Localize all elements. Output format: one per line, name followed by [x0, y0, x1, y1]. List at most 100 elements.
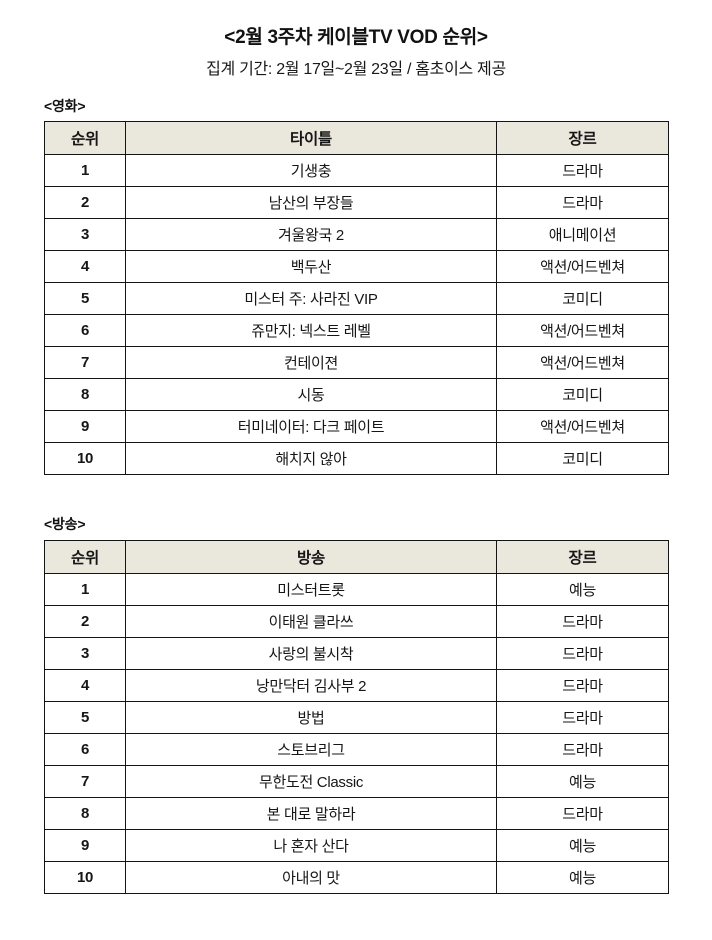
- cell-rank: 7: [44, 346, 126, 380]
- cell-rank: 2: [44, 186, 126, 220]
- cell-rank: 1: [44, 154, 126, 188]
- cell-rank: 9: [44, 828, 126, 862]
- cell-title: 나 혼자 산다: [125, 828, 497, 862]
- table-row: 8 시동 코미디: [44, 378, 669, 412]
- cell-rank: 5: [44, 282, 126, 316]
- cell-title: 백두산: [125, 250, 497, 284]
- cell-title: 겨울왕국 2: [125, 218, 497, 252]
- section-label-movie: <영화>: [44, 97, 86, 114]
- cell-title: 미스터트롯: [125, 572, 497, 606]
- cell-title: 이태원 클라쓰: [125, 604, 497, 638]
- cell-title: 아내의 맛: [125, 860, 497, 894]
- cell-genre: 액션/어드벤쳐: [496, 250, 669, 284]
- table-row: 2 남산의 부장들 드라마: [44, 186, 669, 220]
- cell-rank: 3: [44, 218, 126, 252]
- table-row: 10 해치지 않아 코미디: [44, 442, 669, 476]
- cell-genre: 코미디: [496, 378, 669, 412]
- cell-genre: 드라마: [496, 604, 669, 638]
- table-row: 1 기생충 드라마: [44, 154, 669, 188]
- section-broadcast: <방송> 순위 방송 장르 1 미스터트롯 예능: [0, 516, 712, 894]
- cell-rank: 7: [44, 764, 126, 798]
- cell-title: 쥬만지: 넥스트 레벨: [125, 314, 497, 348]
- table-row: 7 컨테이젼 액션/어드벤쳐: [44, 346, 669, 380]
- cell-genre: 코미디: [496, 442, 669, 476]
- table-row: 1 미스터트롯 예능: [44, 572, 669, 606]
- cell-title: 방법: [125, 700, 497, 734]
- cell-genre: 드라마: [496, 154, 669, 188]
- broadcast-table-body: 1 미스터트롯 예능 2 이태원 클라쓰 드라마 3 사랑의 불시착 드라마 4…: [44, 572, 669, 894]
- column-header-rank: 순위: [44, 121, 126, 156]
- table-row: 3 사랑의 불시착 드라마: [44, 636, 669, 670]
- cell-rank: 10: [44, 442, 126, 476]
- cell-rank: 9: [44, 410, 126, 444]
- cell-rank: 10: [44, 860, 126, 894]
- cell-rank: 6: [44, 314, 126, 348]
- cell-genre: 예능: [496, 860, 669, 894]
- cell-genre: 액션/어드벤쳐: [496, 346, 669, 380]
- movie-ranking-table: 순위 타이틀 장르 1 기생충 드라마 2 남산의 부장들 드라마 3: [44, 121, 669, 476]
- table-row: 9 나 혼자 산다 예능: [44, 828, 669, 862]
- table-row: 7 무한도전 Classic 예능: [44, 764, 669, 798]
- cell-title: 미스터 주: 사라진 VIP: [125, 282, 497, 316]
- movie-table-body: 1 기생충 드라마 2 남산의 부장들 드라마 3 겨울왕국 2 애니메이션 4…: [44, 154, 669, 476]
- cell-genre: 애니메이션: [496, 218, 669, 252]
- cell-genre: 드라마: [496, 186, 669, 220]
- table-row: 8 본 대로 말하라 드라마: [44, 796, 669, 830]
- cell-genre: 예능: [496, 764, 669, 798]
- table-row: 6 스토브리그 드라마: [44, 732, 669, 766]
- cell-genre: 액션/어드벤쳐: [496, 314, 669, 348]
- column-header-program: 방송: [125, 539, 497, 574]
- cell-rank: 5: [44, 700, 126, 734]
- cell-title: 시동: [125, 378, 497, 412]
- cell-genre: 예능: [496, 572, 669, 606]
- cell-rank: 8: [44, 378, 126, 412]
- cell-title: 기생충: [125, 154, 497, 188]
- cell-rank: 1: [44, 572, 126, 606]
- page-subtitle: 집계 기간: 2월 17일~2월 23일 / 홈초이스 제공: [206, 60, 506, 78]
- cell-title: 스토브리그: [125, 732, 497, 766]
- table-row: 4 백두산 액션/어드벤쳐: [44, 250, 669, 284]
- cell-title: 해치지 않아: [125, 442, 497, 476]
- cell-genre: 드라마: [496, 796, 669, 830]
- table-row: 2 이태원 클라쓰 드라마: [44, 604, 669, 638]
- cell-title: 컨테이젼: [125, 346, 497, 380]
- cell-rank: 8: [44, 796, 126, 830]
- cell-title: 사랑의 불시착: [125, 636, 497, 670]
- cell-rank: 2: [44, 604, 126, 638]
- section-movie: <영화> 순위 타이틀 장르 1 기생충 드라마: [0, 97, 712, 476]
- cell-rank: 4: [44, 250, 126, 284]
- table-row: 6 쥬만지: 넥스트 레벨 액션/어드벤쳐: [44, 314, 669, 348]
- column-header-title: 타이틀: [125, 121, 497, 156]
- broadcast-ranking-table: 순위 방송 장르 1 미스터트롯 예능 2 이태원 클라쓰 드라마 3: [44, 539, 669, 894]
- table-row: 5 미스터 주: 사라진 VIP 코미디: [44, 282, 669, 316]
- cell-title: 낭만닥터 김사부 2: [125, 668, 497, 702]
- column-header-rank: 순위: [44, 539, 126, 574]
- section-label-broadcast: <방송>: [44, 516, 86, 533]
- cell-title: 터미네이터: 다크 페이트: [125, 410, 497, 444]
- table-row: 3 겨울왕국 2 애니메이션: [44, 218, 669, 252]
- broadcast-table-header: 순위 방송 장르: [44, 539, 669, 574]
- table-row: 5 방법 드라마: [44, 700, 669, 734]
- cell-genre: 드라마: [496, 668, 669, 702]
- page-title: <2월 3주차 케이블TV VOD 순위>: [224, 27, 488, 48]
- cell-rank: 6: [44, 732, 126, 766]
- cell-rank: 4: [44, 668, 126, 702]
- cell-title: 남산의 부장들: [125, 186, 497, 220]
- movie-table-header: 순위 타이틀 장르: [44, 121, 669, 156]
- cell-genre: 예능: [496, 828, 669, 862]
- column-header-genre: 장르: [496, 539, 669, 574]
- table-header-row: 순위 방송 장르: [44, 539, 669, 574]
- cell-genre: 드라마: [496, 700, 669, 734]
- cell-rank: 3: [44, 636, 126, 670]
- cell-genre: 드라마: [496, 636, 669, 670]
- cell-title: 본 대로 말하라: [125, 796, 497, 830]
- column-header-genre: 장르: [496, 121, 669, 156]
- cell-genre: 드라마: [496, 732, 669, 766]
- table-row: 9 터미네이터: 다크 페이트 액션/어드벤쳐: [44, 410, 669, 444]
- table-row: 10 아내의 맛 예능: [44, 860, 669, 894]
- cell-genre: 코미디: [496, 282, 669, 316]
- cell-title: 무한도전 Classic: [125, 764, 497, 798]
- table-row: 4 낭만닥터 김사부 2 드라마: [44, 668, 669, 702]
- cell-genre: 액션/어드벤쳐: [496, 410, 669, 444]
